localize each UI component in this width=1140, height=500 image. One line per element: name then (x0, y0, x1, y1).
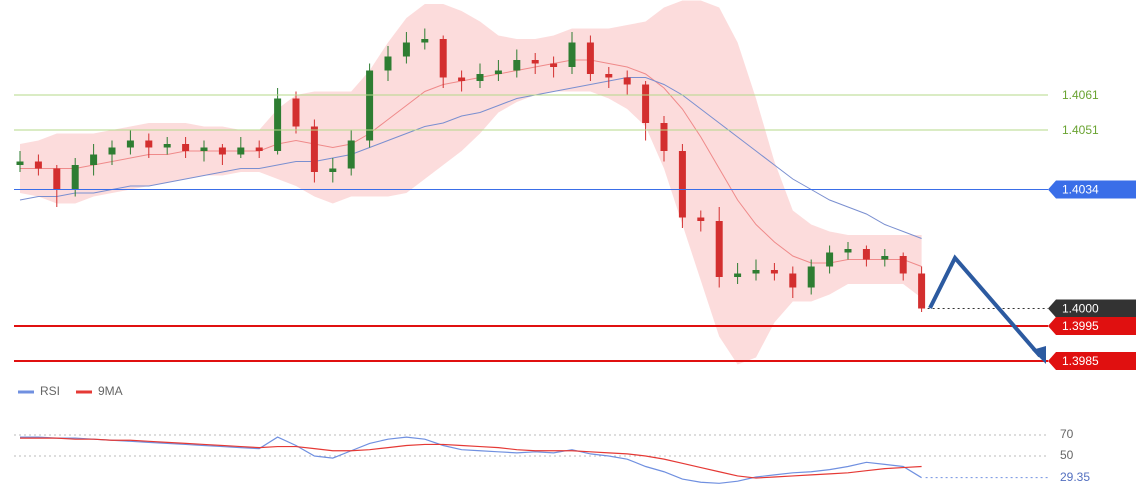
candle-body (384, 56, 392, 71)
candle-body (163, 144, 171, 148)
legend-label: RSI (40, 384, 60, 398)
candle-body (642, 84, 650, 123)
candle-body (826, 252, 834, 267)
price-tag (1048, 299, 1136, 318)
candle-body (255, 147, 263, 151)
candle-body (899, 256, 907, 274)
candle-body (531, 60, 539, 64)
candle-body (807, 266, 815, 288)
candle-body (458, 77, 466, 81)
price-tag (1048, 180, 1136, 199)
price-label: 1.4034 (1062, 183, 1099, 197)
candle-body (513, 60, 521, 71)
candle-body (862, 249, 870, 260)
price-label: 1.4051 (1062, 123, 1099, 137)
candle-body (660, 123, 668, 151)
candle-body (126, 140, 134, 148)
price-tag (1048, 317, 1136, 335)
candle-body (292, 98, 300, 127)
indicator-line (20, 436, 922, 484)
candle-body (310, 126, 318, 172)
candle-body (678, 151, 686, 218)
candle-body (494, 70, 502, 74)
candle-body (16, 161, 24, 165)
moving-average (19, 77, 922, 239)
candle-body (568, 42, 576, 67)
candle-body (918, 273, 926, 309)
candle-body (237, 147, 245, 155)
candle-body (439, 39, 447, 78)
price-label: 1.3985 (1062, 354, 1099, 368)
candle-body (34, 161, 42, 169)
candle-body (421, 39, 429, 43)
candle-body (329, 168, 337, 172)
y-tick-label: 50 (1060, 448, 1074, 462)
moving-average (20, 59, 922, 267)
candle-body (53, 168, 61, 190)
candle-body (770, 270, 778, 274)
arrow-head (1032, 346, 1046, 364)
candle-body (476, 74, 484, 81)
candle-body (218, 147, 226, 155)
candle-body (90, 154, 98, 165)
forecast-arrow (928, 254, 1042, 358)
candle-body (108, 147, 116, 155)
current-rsi-label: 29.35 (1060, 470, 1090, 484)
price-label: 1.4000 (1062, 302, 1099, 316)
candle-body (844, 249, 852, 253)
candle-body (881, 256, 889, 260)
price-label: 1.3995 (1062, 319, 1099, 333)
price-label: 1.4061 (1062, 88, 1099, 102)
candle-body (697, 217, 705, 221)
candle-body (734, 273, 742, 277)
candle-body (402, 42, 410, 57)
y-tick-label: 70 (1060, 427, 1074, 441)
candle-body (605, 74, 613, 78)
indicator-line (20, 437, 922, 479)
candle-body (366, 70, 374, 141)
candle-body (347, 140, 355, 169)
candle-body (550, 63, 558, 67)
candle-body (274, 98, 282, 151)
candle-body (623, 77, 631, 85)
candle-body (789, 273, 797, 288)
bollinger-band (20, 0, 922, 365)
candle-body (752, 270, 760, 274)
candle-body (715, 221, 723, 277)
price-tag (1048, 352, 1136, 370)
candle-body (145, 140, 153, 148)
candle-body (182, 144, 190, 151)
candle-body (200, 147, 208, 151)
legend-label: 9MA (98, 384, 123, 398)
candle-body (71, 165, 79, 190)
candle-body (586, 42, 594, 74)
